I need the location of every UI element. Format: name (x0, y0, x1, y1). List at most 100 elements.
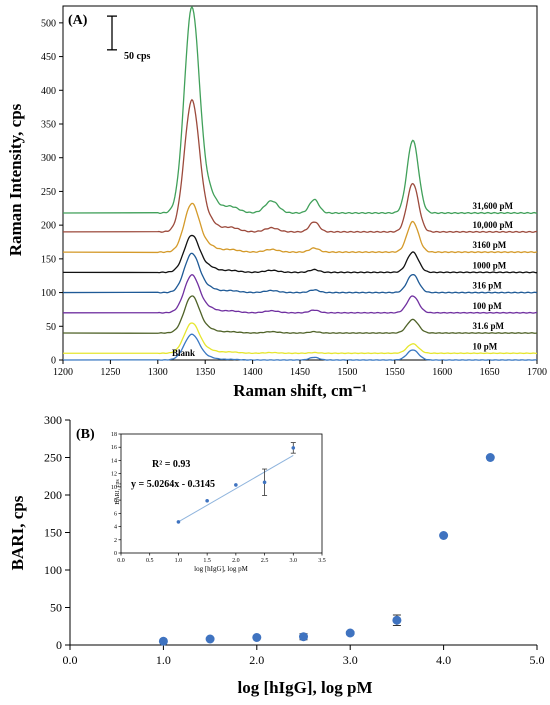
b-y-tick-label-50: 50 (50, 601, 62, 615)
x-tick-label-1500: 1500 (337, 367, 357, 378)
inset-y-tick-label-14: 14 (111, 458, 117, 464)
panel-a-label: (A) (68, 13, 88, 28)
panel-a-y-ticks: 0 50 100 150 200 250 300 350 400 450 500 (41, 18, 63, 367)
b-data-point-6 (439, 531, 449, 540)
panel-b-y-ticks: 0 50 100 150 200 250 300 (44, 413, 70, 652)
x-tick-label-1550: 1550 (385, 367, 405, 378)
inset-y-tick-label-6: 6 (114, 511, 117, 517)
trace-label-10-000-pm: 10,000 pM (473, 220, 514, 230)
b-x-tick-label-5-0: 5.0 (530, 653, 545, 667)
inset-x-tick-label-1-0: 1.0 (175, 558, 183, 564)
series-line-10-pm (62, 322, 538, 355)
b-x-tick-label-0-0: 0.0 (63, 653, 78, 667)
x-tick-label-1650: 1650 (480, 367, 500, 378)
y-tick-label-450: 450 (41, 52, 56, 63)
inset-x-axis-title: log [hIgG], log pM (194, 565, 248, 573)
y-tick-label-350: 350 (41, 120, 56, 131)
trace-label-1000-pm: 1000 pM (473, 260, 507, 270)
x-tick-label-1700: 1700 (527, 367, 547, 378)
scale-bar: 50 cps (107, 15, 151, 62)
x-tick-label-1300: 1300 (148, 367, 168, 378)
b-y-tick-label-100: 100 (44, 563, 62, 577)
panel-a-series-group (62, 5, 538, 361)
b-data-point-3 (299, 632, 308, 642)
x-tick-label-1600: 1600 (432, 367, 452, 378)
b-y-tick-label-200: 200 (44, 488, 62, 502)
b-data-point-5 (392, 615, 402, 625)
inset-data-point-2 (234, 483, 238, 487)
panel-b-x-ticks: 0.0 1.0 2.0 3.0 4.0 5.0 (63, 645, 545, 667)
panel-a-x-axis-title: Raman shift, cm⁻¹ (233, 381, 367, 400)
inset-y-ticks: 0 2 4 6 8 10 12 14 16 18 (111, 432, 121, 557)
inset-y-tick-label-18: 18 (111, 432, 117, 438)
y-tick-label-300: 300 (41, 153, 56, 164)
x-tick-label-1400: 1400 (243, 367, 263, 378)
inset-x-tick-label-0-0: 0.0 (117, 558, 125, 564)
x-tick-label-1250: 1250 (100, 367, 120, 378)
panel-b-label: (B) (76, 427, 95, 442)
series-line-3160-pm (62, 202, 538, 254)
y-tick-label-50: 50 (46, 322, 56, 333)
inset-x-ticks: 0.0 0.5 1.0 1.5 2.0 2.5 3.0 3.5 (117, 553, 326, 564)
inset-x-tick-label-1-5: 1.5 (203, 558, 211, 564)
panel-b-points (158, 453, 495, 646)
trace-label-31-6-pm: 31.6 pM (473, 321, 505, 331)
scale-bar-label: 50 cps (124, 51, 151, 62)
inset-y-tick-label-10: 10 (111, 485, 117, 491)
inset-x-tick-label-3-5: 3.5 (318, 558, 326, 564)
inset-y-axis-title: BARI, cps (115, 479, 121, 505)
x-tick-label-1350: 1350 (195, 367, 215, 378)
x-tick-label-1200: 1200 (53, 367, 73, 378)
b-y-tick-label-300: 300 (44, 413, 62, 427)
inset-x-tick-label-2-0: 2.0 (232, 558, 240, 564)
inset-y-tick-label-12: 12 (111, 472, 117, 478)
inset-y-tick-label-16: 16 (111, 445, 117, 451)
y-tick-label-250: 250 (41, 187, 56, 198)
y-tick-label-500: 500 (41, 18, 56, 29)
inset-x-tick-label-2-5: 2.5 (261, 558, 269, 564)
series-line-100-pm (62, 274, 538, 314)
y-tick-label-200: 200 (41, 221, 56, 232)
inset-data-point-1 (205, 498, 209, 503)
inset-calibration-plot: 0.0 0.5 1.0 1.5 2.0 2.5 3.0 3.5 0 2 4 6 8 10 12 14 16 18… (111, 423, 343, 579)
series-line-316-pm (62, 252, 538, 294)
y-tick-label-100: 100 (41, 288, 56, 299)
trace-label-100-pm: 100 pM (473, 301, 503, 311)
inset-axes (120, 433, 323, 554)
panel-a-y-axis-title: Raman Intensity, cps (6, 103, 25, 256)
b-data-point-4 (345, 628, 355, 638)
inset-x-tick-label-3-0: 3.0 (290, 558, 298, 564)
panel-a-trace-labels: Blank 10 pM 31.6 pM 100 pM 316 pM 1000 pM 3160… (172, 201, 514, 358)
inset-data-point-4 (291, 446, 296, 450)
inset-points (176, 442, 296, 524)
inset-plot-frame (120, 433, 323, 554)
b-x-tick-label-1-0: 1.0 (156, 653, 171, 667)
inset-fit-line (178, 454, 294, 523)
inset-y-tick-label-0: 0 (114, 551, 117, 557)
b-y-tick-label-150: 150 (44, 526, 62, 540)
series-line-31-600-pm (62, 5, 538, 215)
series-line-10-000-pm (62, 98, 538, 233)
y-tick-label-0: 0 (51, 356, 56, 367)
inset-x-tick-label-0-5: 0.5 (146, 558, 154, 564)
trace-label-316-pm: 316 pM (473, 281, 503, 291)
series-line-1000-pm (62, 234, 538, 274)
b-y-tick-label-250: 250 (44, 451, 62, 465)
b-x-tick-label-4-0: 4.0 (436, 653, 451, 667)
y-tick-label-400: 400 (41, 86, 56, 97)
b-data-point-1 (205, 634, 215, 644)
panel-b-y-axis-title: BARI, cps (8, 495, 27, 570)
b-x-tick-label-2-0: 2.0 (249, 653, 264, 667)
panel-a-spectra: 1200 1250 1300 1350 1400 1450 1500 1550 1600 1650… (6, 5, 547, 400)
b-data-point-7 (485, 453, 495, 462)
inset-equation: y = 5.0264x - 0.3145 (131, 479, 215, 490)
x-tick-label-1450: 1450 (290, 367, 310, 378)
inset-y-tick-label-4: 4 (114, 525, 117, 531)
b-y-tick-label-0: 0 (56, 638, 62, 652)
trace-label-3160-pm: 3160 pM (473, 240, 507, 250)
trace-label-31-600-pm: 31,600 pM (473, 201, 514, 211)
series-line-blank (62, 333, 538, 361)
panel-b-x-axis-title: log [hIgG], log pM (237, 678, 372, 697)
